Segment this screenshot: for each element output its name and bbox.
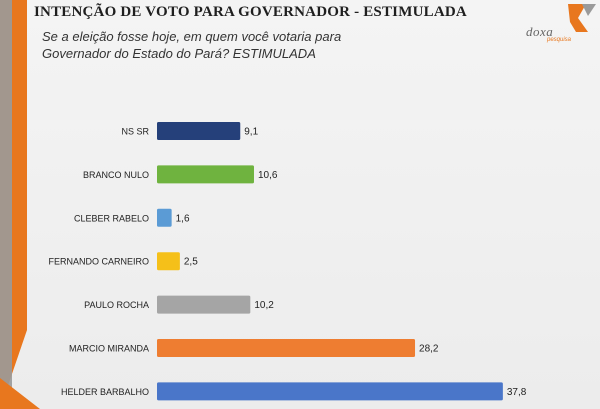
bar	[157, 339, 416, 357]
value-label: 2,5	[184, 257, 198, 268]
bar	[157, 382, 503, 401]
bar	[157, 208, 172, 227]
bar	[157, 165, 254, 184]
value-label: 28,2	[419, 344, 439, 355]
page-title: INTENÇÃO DE VOTO PARA GOVERNADOR - ESTIM…	[34, 4, 467, 20]
category-label: BRANCO NULO	[83, 170, 149, 180]
bar	[157, 295, 251, 314]
doxa-logo	[568, 4, 596, 32]
category-label: NS SR	[121, 127, 149, 137]
bottom-left-orange-corner	[0, 378, 40, 409]
logo-tagline: pesquisa	[547, 37, 572, 43]
category-label: HELDER BARBALHO	[61, 387, 149, 397]
value-label: 10,6	[258, 170, 278, 181]
value-label: 37,8	[507, 387, 527, 398]
bar	[157, 122, 241, 140]
logo-gray-mark	[582, 4, 596, 16]
left-gray-stripe	[0, 0, 12, 409]
value-label: 1,6	[176, 213, 190, 224]
category-label: CLEBER RABELO	[74, 213, 149, 223]
category-label: PAULO ROCHA	[84, 300, 149, 310]
bar	[157, 252, 180, 271]
value-label: 10,2	[254, 300, 274, 311]
category-label: FERNANDO CARNEIRO	[48, 257, 149, 267]
logo-orange-mark	[568, 4, 588, 32]
logo-wordmark: doxa	[526, 24, 554, 39]
value-label: 9,1	[244, 127, 258, 138]
page-subtitle: Se a eleição fosse hoje, em quem você vo…	[42, 29, 342, 61]
category-label: MARCIO MIRANDA	[69, 344, 149, 354]
